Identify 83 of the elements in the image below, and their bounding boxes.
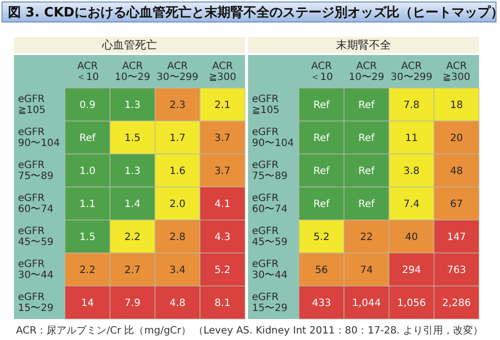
data-label: 2,286 [442,298,471,310]
x-tick-label: ACR 30〜299 [156,60,198,83]
y-tick-label: eGFR 60〜74 [18,192,54,215]
data-label: 20 [450,133,463,144]
text: ACR：尿アルブミン/Cr 比（mg/gCr） [16,324,192,337]
chart-subtitle: 末期腎不全 [336,38,391,52]
data-label: 2.8 [170,232,186,244]
y-tick-label: eGFR 30〜44 [252,258,288,281]
data-label: 3.7 [214,166,230,178]
data-label: 2.3 [170,100,186,112]
y-tick-label: eGFR 45〜59 [18,226,54,248]
x-tick-label: ACR ≧300 [208,60,236,83]
x-tick-label: ACR 30〜299 [390,60,432,83]
chart-subtitle: 心血管死亡 [101,38,157,52]
data-label: 7.4 [404,199,420,210]
data-label: 2.1 [214,100,230,112]
y-tick-label: eGFR ≧105 [18,94,46,116]
x-tick-label: ACR ≧300 [442,60,470,83]
data-label: 1.3 [124,166,140,178]
data-label: 8.1 [214,298,230,310]
data-label: 5.2 [214,265,230,276]
chart-title: 図 3. CKDにおける心血管死亡と末期腎不全のステージ別オッズ比（ヒートマップ） [8,4,500,21]
data-label: 5.2 [314,232,330,244]
data-label: 4.3 [214,232,230,244]
y-tick-label: eGFR 75〜89 [18,160,54,182]
text: Ref [358,199,375,210]
y-tick-label: eGFR 75〜89 [252,160,288,182]
data-label: 1.0 [80,166,96,178]
y-tick-label: eGFR 15〜29 [252,292,288,314]
data-label: 4.8 [170,298,186,310]
text: Ref [358,133,375,144]
data-label: 48 [450,166,463,178]
data-label: 1.1 [80,199,96,210]
data-label: 7.9 [124,298,140,310]
data-label: 2.2 [124,232,140,244]
y-tick-label: eGFR 90〜104 [18,126,60,149]
data-label: 1,056 [397,298,426,310]
y-tick-label: eGFR 90〜104 [252,126,294,149]
x-tick-label: ACR ＜10 [76,60,99,83]
y-tick-label: eGFR 15〜29 [18,292,54,314]
data-label: 1.5 [124,133,140,144]
data-label: 1.7 [170,133,186,144]
x-tick-label: ACR ＜10 [310,60,333,83]
data-label: 433 [312,298,332,310]
text: Ref [79,133,96,144]
data-label: 2.2 [80,265,96,276]
data-label: 4.1 [214,199,230,210]
text: Ref [313,199,330,210]
x-tick-label: ACR 10〜29 [114,60,150,83]
text: Ref [313,100,330,112]
text: （Levey AS. Kidney Int 2011：80：17-28. より引用，改変） [193,324,483,337]
data-label: 2.7 [124,265,140,276]
text: Ref [313,133,330,144]
data-label: 1.6 [170,166,186,178]
data-label: 147 [446,232,466,244]
data-label: 1.4 [124,199,140,210]
data-label: 18 [450,100,463,112]
y-tick-label: eGFR 45〜59 [252,226,288,248]
data-label: 763 [446,265,466,276]
text: Ref [313,166,330,178]
data-label: 3.7 [214,133,230,144]
data-label: 22 [360,232,373,244]
data-label: 2.0 [170,199,186,210]
data-label: 294 [402,265,422,276]
data-label: 1.5 [80,232,96,244]
data-label: 7.8 [404,100,420,112]
data-label: 3.4 [170,265,186,276]
data-label: 0.9 [80,100,96,112]
data-label: 1.3 [124,100,140,112]
data-label: 3.8 [404,166,420,178]
data-label: 11 [405,133,418,144]
y-tick-label: eGFR 60〜74 [252,192,288,215]
data-label: 74 [360,265,373,276]
text: Ref [358,166,375,178]
y-tick-label: eGFR ≧105 [252,94,280,116]
y-tick-label: eGFR 30〜44 [18,258,54,281]
data-label: 56 [315,265,328,276]
data-label: 14 [81,298,94,310]
data-label: 1,044 [352,298,381,310]
text: Ref [358,100,375,112]
x-tick-label: ACR 10〜29 [348,60,384,83]
data-label: 40 [405,232,418,244]
data-label: 67 [450,199,463,210]
